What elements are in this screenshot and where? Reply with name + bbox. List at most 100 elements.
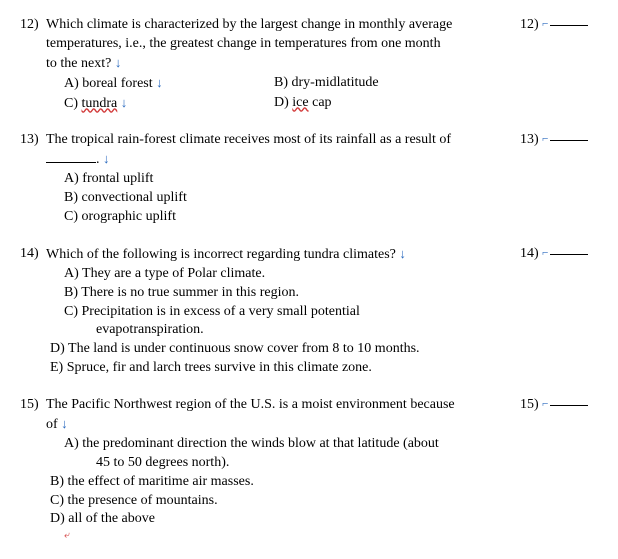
stem-line: of [46,417,58,432]
question-body: 13) The tropical rain-forest climate rec… [20,131,520,226]
option-label: A) [64,266,79,281]
option-label: B) [64,190,78,205]
question-15: 15) The Pacific Northwest region of the … [20,396,598,543]
option-label: D) [50,341,65,356]
options: A) boreal forest ↓ B) dry-midlatitude C)… [20,74,506,114]
stem-line: temperatures, i.e., the greatest change … [46,36,441,51]
option-label: E) [50,360,63,375]
down-arrow-icon: ↓ [156,74,163,92]
question-body: 12) Which climate is characterized by th… [20,16,520,113]
option-label: C) [64,96,78,111]
option-c: C) the presence of mountains. [50,492,506,511]
question-number: 15) [20,396,46,415]
question-body: 14) Which of the following is incorrect … [20,245,520,378]
option-text: tundra [82,96,118,111]
question-number: 12) [20,16,46,35]
answer-blank [550,25,588,26]
option-a: A) boreal forest ↓ [64,74,274,94]
answer-slot: 13) ⌐ [520,131,598,150]
answer-slot: 14) ⌐ [520,245,598,264]
options: A) They are a type of Polar climate. B) … [20,265,506,341]
option-e: E) Spruce, fir and larch trees survive i… [50,359,506,378]
option-text: convectional uplift [82,190,187,205]
option-label: B) [64,285,78,300]
option-label: C) [64,304,78,319]
answer-blank [550,140,588,141]
options: A) frontal uplift B) convectional uplift… [20,170,506,227]
option-text: boreal forest [82,76,152,91]
option-label: C) [64,209,78,224]
option-text: ice [292,95,308,110]
answer-number: 12) [520,16,539,35]
option-text: all of the above [68,511,155,526]
option-text: the predominant direction the winds blow… [82,436,439,451]
option-b: B) dry-midlatitude [274,74,484,94]
question-text: Which of the following is incorrect rega… [46,245,506,265]
option-text: dry-midlatitude [292,75,379,90]
options: A) the predominant direction the winds b… [20,435,506,473]
option-d: D) all of the above [50,510,506,529]
question-number: 14) [20,245,46,264]
option-c: C) orographic uplift [64,208,506,227]
option-text: They are a type of Polar climate. [82,266,265,281]
option-text: the presence of mountains. [68,493,218,508]
options-outdent: B) the effect of maritime air masses. C)… [20,473,506,530]
option-b: B) convectional uplift [64,189,506,208]
period: . [96,152,100,167]
stem-line: Which climate is characterized by the la… [46,17,452,32]
down-arrow-icon: ↓ [61,415,68,433]
option-a: A) the predominant direction the winds b… [64,435,506,473]
option-text: Spruce, fir and larch trees survive in t… [67,360,372,375]
options-outdent: D) The land is under continuous snow cov… [20,340,506,378]
option-a: A) They are a type of Polar climate. [64,265,506,284]
option-text: The land is under continuous snow cover … [68,341,420,356]
question-number: 13) [20,131,46,150]
option-label: A) [64,436,79,451]
answer-blank [550,254,588,255]
down-arrow-icon: ↓ [399,245,406,263]
option-c: C) Precipitation is in excess of a very … [64,303,506,341]
option-label: D) [274,95,289,110]
option-label: A) [64,76,79,91]
option-label: B) [274,75,288,90]
option-continuation: evapotranspiration. [64,321,506,340]
answer-slot: 12) ⌐ [520,16,598,35]
fill-blank [46,162,96,163]
down-arrow-icon: ↓ [103,150,110,168]
option-a: A) frontal uplift [64,170,506,189]
stem-line: The Pacific Northwest region of the U.S.… [46,397,455,412]
answer-blank [550,405,588,406]
question-text: Which climate is characterized by the la… [46,16,506,74]
answer-slot: 15) ⌐ [520,396,598,415]
stem-line: The tropical rain-forest climate receive… [46,132,451,147]
option-d: D) The land is under continuous snow cov… [50,340,506,359]
answer-number: 15) [520,396,539,415]
answer-number: 13) [520,131,539,150]
option-text: Precipitation is in excess of a very sma… [82,304,360,319]
option-text: There is no true summer in this region. [81,285,299,300]
question-text: The Pacific Northwest region of the U.S.… [46,396,506,435]
option-text: cap [309,95,332,110]
cursor-mark-icon: ⤶ [20,529,506,543]
option-c: C) tundra ↓ [64,94,274,114]
answer-number: 14) [520,245,539,264]
option-label: C) [50,493,64,508]
option-label: B) [50,474,64,489]
question-12: 12) Which climate is characterized by th… [20,16,598,113]
option-text: orographic uplift [82,209,176,224]
option-text: frontal uplift [82,171,153,186]
option-d: D) ice cap [274,94,484,114]
question-text: The tropical rain-forest climate receive… [46,131,506,170]
option-b: B) There is no true summer in this regio… [64,284,506,303]
option-text: the effect of maritime air masses. [68,474,254,489]
option-b: B) the effect of maritime air masses. [50,473,506,492]
question-body: 15) The Pacific Northwest region of the … [20,396,520,543]
option-label: D) [50,511,65,526]
option-continuation: 45 to 50 degrees north). [64,454,506,473]
question-14: 14) Which of the following is incorrect … [20,245,598,378]
stem-line: Which of the following is incorrect rega… [46,247,396,262]
question-13: 13) The tropical rain-forest climate rec… [20,131,598,226]
option-label: A) [64,171,79,186]
down-arrow-icon: ↓ [115,54,122,72]
stem-line: to the next? [46,56,111,71]
